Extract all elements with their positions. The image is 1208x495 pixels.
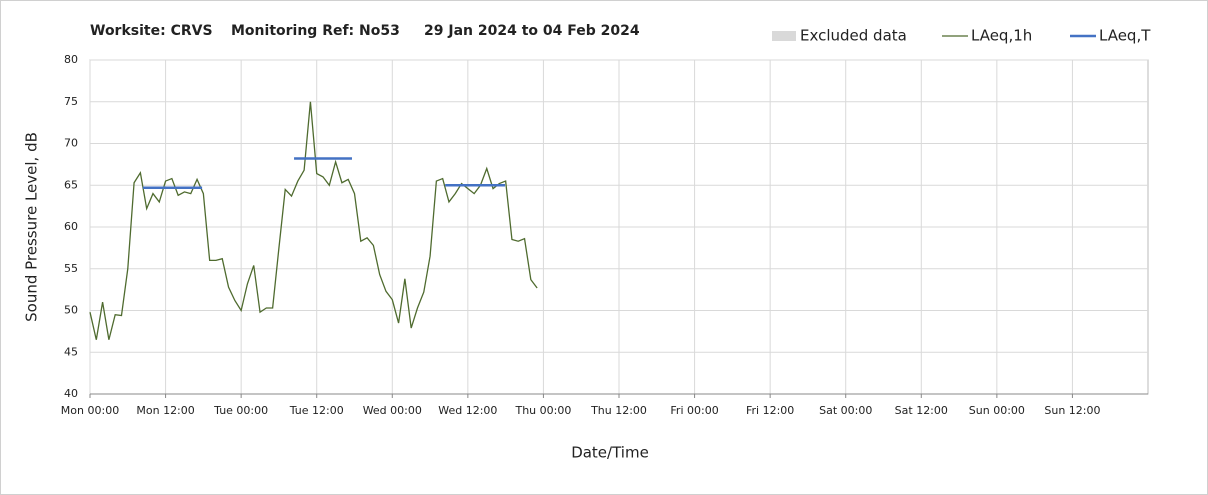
- x-tick-label: Tue 00:00: [213, 404, 268, 417]
- title-ref: Monitoring Ref: No53: [231, 23, 400, 39]
- x-tick-label: Fri 12:00: [746, 404, 794, 417]
- x-tick-label: Sun 00:00: [969, 404, 1025, 417]
- x-tick-label: Thu 12:00: [590, 404, 647, 417]
- legend-label: LAeq,T: [1099, 27, 1151, 45]
- x-tick-label: Sun 12:00: [1044, 404, 1100, 417]
- x-tick-label: Mon 12:00: [136, 404, 194, 417]
- x-tick-label: Mon 00:00: [61, 404, 119, 417]
- x-axis-label: Date/Time: [571, 444, 649, 462]
- x-tick-label: Thu 00:00: [514, 404, 571, 417]
- x-tick-label: Sat 12:00: [895, 404, 948, 417]
- y-tick-label: 45: [64, 345, 78, 358]
- series-line: [142, 157, 506, 190]
- y-tick-label: 75: [64, 95, 78, 108]
- legend-label: Excluded data: [800, 27, 907, 45]
- x-tick-label: Fri 00:00: [670, 404, 718, 417]
- y-tick-label: 65: [64, 178, 78, 191]
- y-tick-label: 70: [64, 137, 78, 150]
- x-tick-label: Tue 12:00: [289, 404, 344, 417]
- title-site: Worksite: CRVS: [90, 23, 213, 39]
- legend-label: LAeq,1h: [971, 27, 1032, 45]
- x-tick-label: Wed 12:00: [438, 404, 497, 417]
- x-tick-label: Sat 00:00: [819, 404, 872, 417]
- y-axis-label: Sound Pressure Level, dB: [23, 132, 41, 322]
- y-tick-label: 55: [64, 262, 78, 275]
- y-tick-label: 50: [64, 304, 78, 317]
- title-dates: 29 Jan 2024 to 04 Feb 2024: [424, 23, 640, 39]
- legend-swatch: [772, 31, 796, 41]
- y-tick-label: 40: [64, 387, 78, 400]
- y-tick-label: 60: [64, 220, 78, 233]
- x-tick-label: Wed 00:00: [363, 404, 422, 417]
- y-tick-label: 80: [64, 53, 78, 66]
